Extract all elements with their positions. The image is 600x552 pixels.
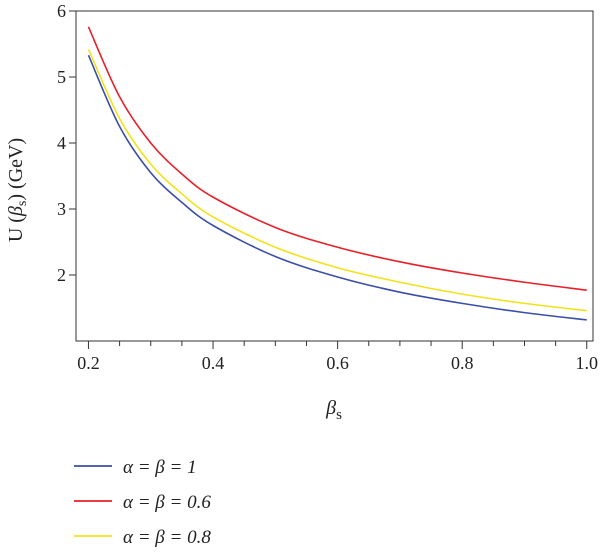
series-line-1 bbox=[87, 54, 587, 321]
x-axis-label-sub: s bbox=[336, 407, 342, 423]
legend-label-1: α = β = 1 bbox=[123, 457, 197, 478]
y-axis-label: U (βs) (GeV) bbox=[5, 138, 30, 242]
x-tick-label: 0.4 bbox=[202, 353, 225, 373]
series-lines bbox=[87, 26, 587, 321]
series-line-2 bbox=[87, 26, 587, 291]
y-axis-label-prefix: U ( bbox=[5, 216, 27, 242]
series-line-3 bbox=[87, 48, 587, 312]
plot-border bbox=[75, 10, 594, 342]
y-tick-label: 2 bbox=[57, 265, 66, 285]
y-axis-label-beta: β bbox=[5, 206, 27, 217]
x-axis-label-beta: β bbox=[325, 397, 336, 419]
x-axis-label: βs bbox=[325, 397, 342, 423]
y-tick-label: 5 bbox=[57, 67, 66, 87]
y-axis-label-sub: s bbox=[15, 201, 30, 206]
x-tick-label: 1.0 bbox=[576, 353, 599, 373]
y-axis-label-suffix: ) (GeV) bbox=[5, 138, 27, 201]
y-tick-label: 4 bbox=[57, 133, 66, 153]
legend: α = β = 1 α = β = 0.6 α = β = 0.8 bbox=[74, 457, 211, 548]
legend-label-3: α = β = 0.8 bbox=[123, 527, 211, 548]
y-tick-label: 6 bbox=[57, 1, 66, 21]
x-tick-label: 0.2 bbox=[77, 353, 100, 373]
y-tick-label: 3 bbox=[57, 199, 66, 219]
x-tick-label: 0.8 bbox=[451, 353, 474, 373]
plot-frame bbox=[75, 10, 594, 342]
legend-label-2: α = β = 0.6 bbox=[123, 492, 211, 513]
axis-ticks: 0.2 0.4 0.6 0.8 1.0 2 3 4 5 6 bbox=[57, 1, 598, 373]
x-tick-label: 0.6 bbox=[326, 353, 349, 373]
